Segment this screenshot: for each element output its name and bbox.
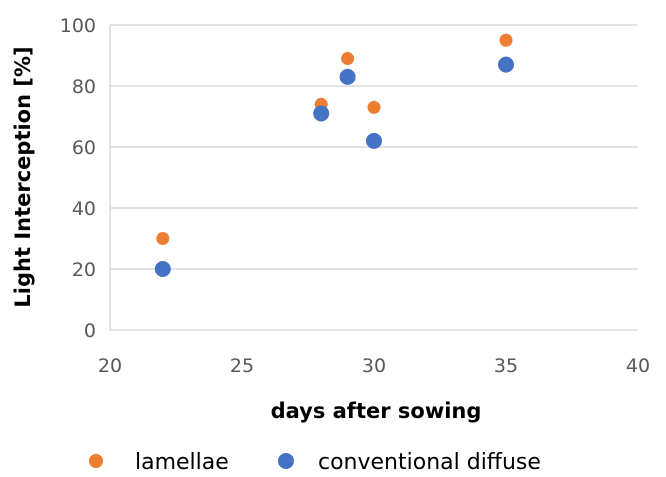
legend-marker-conventional-diffuse xyxy=(278,453,294,469)
point-conventional-diffuse xyxy=(154,261,171,277)
point-conventional-diffuse xyxy=(366,132,382,149)
point-lamellae xyxy=(156,232,170,245)
legend: lamellae conventional diffuse xyxy=(89,450,541,475)
x-tick-label: 35 xyxy=(494,355,518,377)
point-conventional-diffuse xyxy=(498,56,514,73)
gridlines xyxy=(109,24,638,331)
y-tick-label: 80 xyxy=(72,76,96,98)
y-tick-label: 40 xyxy=(72,198,96,220)
y-tick-label: 100 xyxy=(60,15,96,37)
y-tick-labels: 0 20 40 60 80 100 xyxy=(60,15,96,342)
y-axis-title: Light Interception [%] xyxy=(11,46,35,307)
legend-label-conventional-diffuse: conventional diffuse xyxy=(318,450,541,475)
y-tick-label: 20 xyxy=(72,259,96,281)
data-points xyxy=(154,33,514,277)
y-tick-label: 0 xyxy=(84,320,96,342)
y-tick-label: 60 xyxy=(72,137,96,159)
x-tick-label: 40 xyxy=(626,355,650,377)
point-lamellae xyxy=(499,33,513,47)
point-lamellae xyxy=(341,52,355,66)
legend-label-lamellae: lamellae xyxy=(135,450,229,475)
x-tick-label: 20 xyxy=(98,355,122,377)
x-tick-labels: 20 25 30 35 40 xyxy=(98,355,650,377)
x-tick-label: 30 xyxy=(362,355,386,377)
x-tick-label: 25 xyxy=(230,355,254,377)
legend-marker-lamellae xyxy=(89,454,103,468)
point-conventional-diffuse xyxy=(339,68,356,85)
x-axis-title: days after sowing xyxy=(271,399,482,423)
point-conventional-diffuse xyxy=(313,105,330,122)
point-lamellae xyxy=(367,100,381,114)
